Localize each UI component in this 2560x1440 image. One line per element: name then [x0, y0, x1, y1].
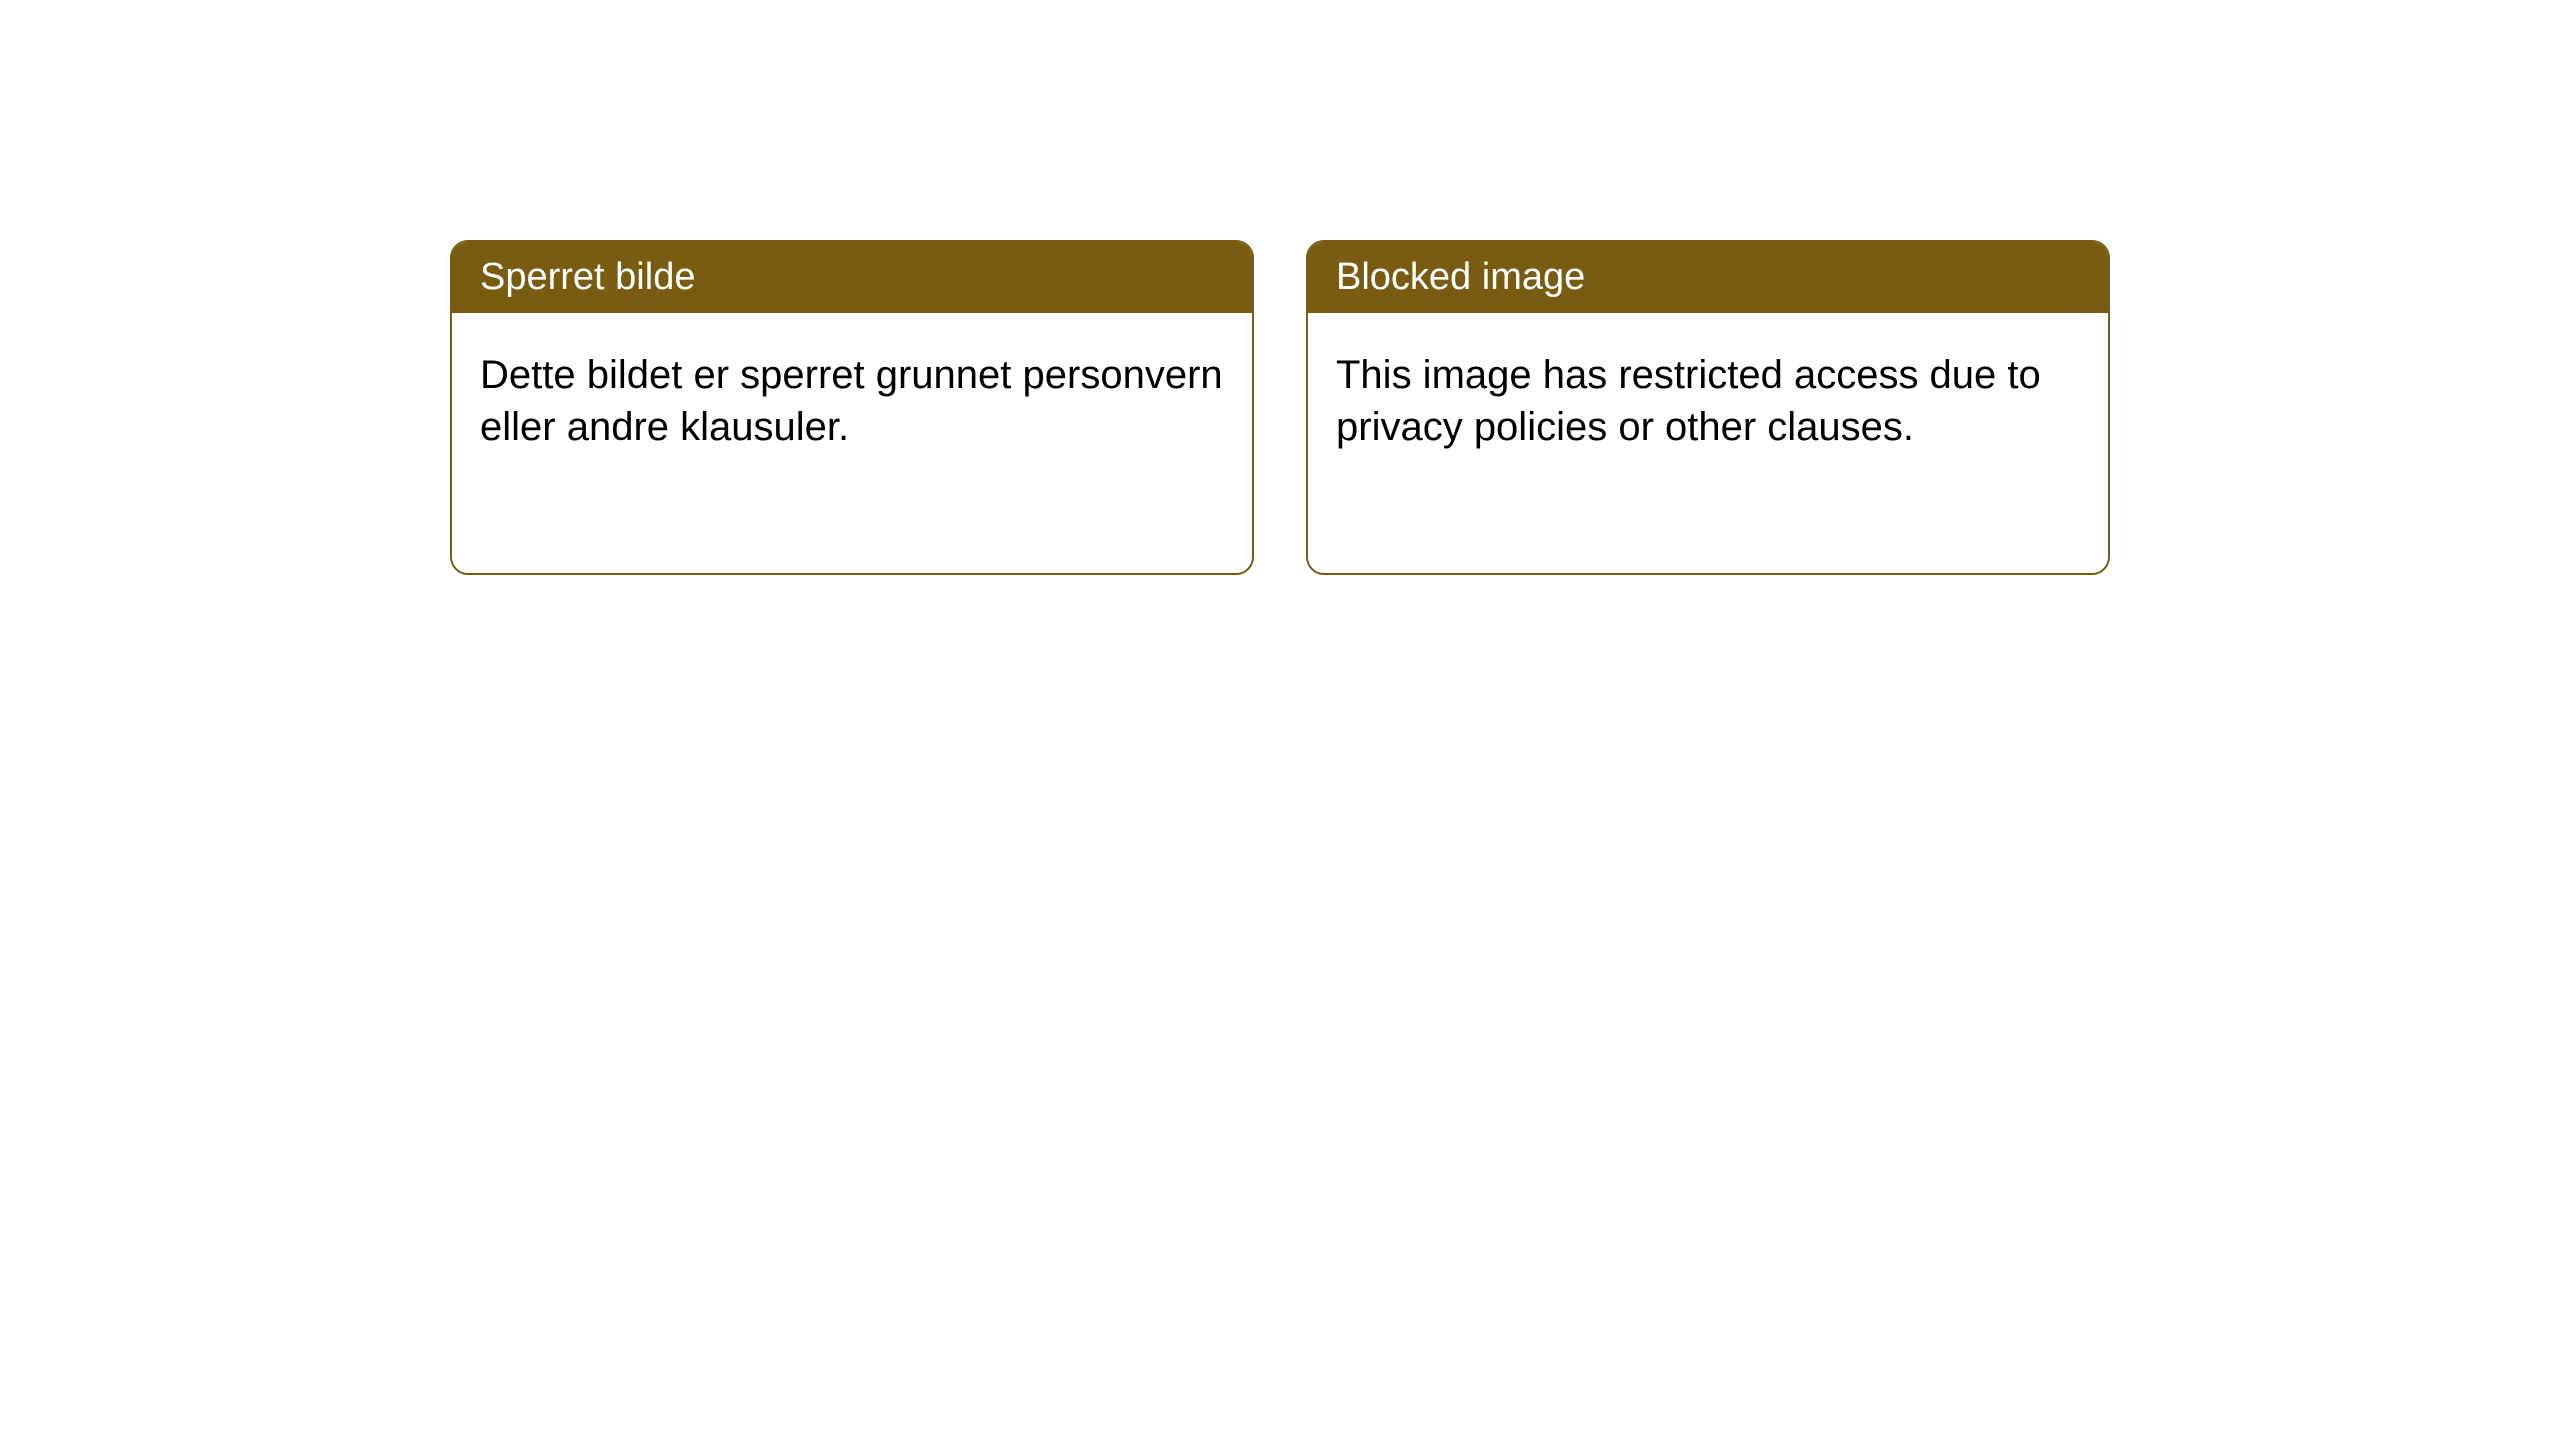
card-message: This image has restricted access due to …: [1336, 353, 2041, 449]
card-body: Dette bildet er sperret grunnet personve…: [452, 313, 1252, 489]
card-title: Sperret bilde: [480, 256, 695, 298]
card-header: Sperret bilde: [452, 242, 1252, 313]
card-header: Blocked image: [1308, 242, 2108, 313]
blocked-image-card-no: Sperret bilde Dette bildet er sperret gr…: [450, 240, 1254, 575]
card-body: This image has restricted access due to …: [1308, 313, 2108, 489]
blocked-image-card-en: Blocked image This image has restricted …: [1306, 240, 2110, 575]
notice-container: Sperret bilde Dette bildet er sperret gr…: [0, 0, 2560, 575]
card-title: Blocked image: [1336, 256, 1585, 298]
card-message: Dette bildet er sperret grunnet personve…: [480, 353, 1223, 449]
